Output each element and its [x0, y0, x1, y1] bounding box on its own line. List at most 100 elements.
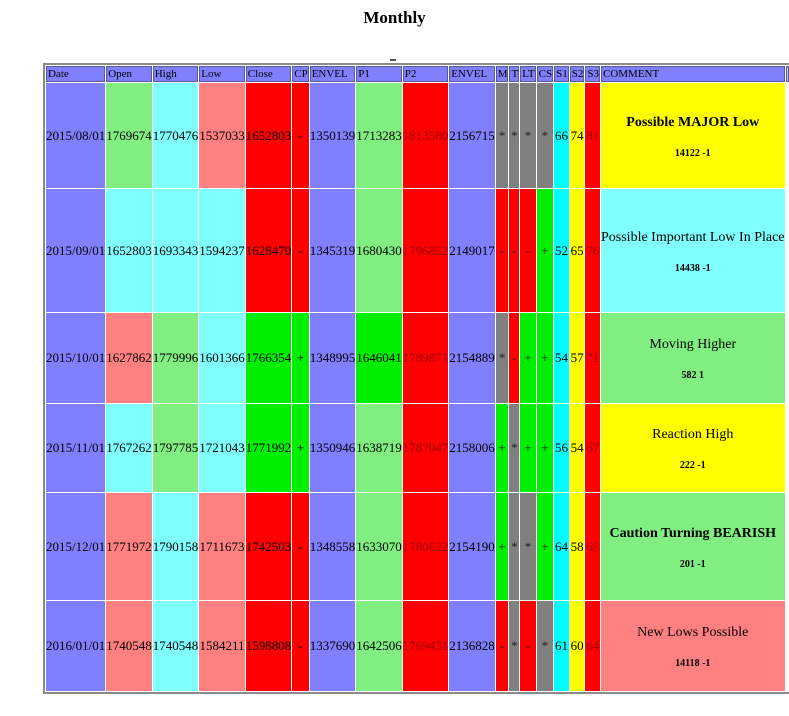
- s3-cell: 81: [585, 83, 600, 188]
- close-cell: 1652803: [245, 83, 292, 188]
- header-s2: S2: [569, 66, 585, 82]
- cp-cell: +: [292, 313, 309, 403]
- scrollbar-spacer: [785, 189, 789, 312]
- s1-cell: 52: [554, 189, 569, 312]
- s1-cell: 64: [554, 493, 569, 600]
- p1-cell: 1633070: [356, 493, 402, 600]
- s2-cell: 54: [569, 404, 585, 492]
- s3-cell: 67: [585, 404, 600, 492]
- low-cell: 1721043: [199, 404, 245, 492]
- lt-cell: -: [520, 601, 536, 691]
- p1-cell: 1638719: [356, 404, 402, 492]
- s2-cell: 60: [569, 601, 585, 691]
- lt-cell: *: [520, 493, 536, 600]
- cp-cell: -: [292, 601, 309, 691]
- header-p2: P2: [402, 66, 449, 82]
- cs-cell: +: [536, 189, 554, 312]
- p2-cell: 1789871: [402, 313, 449, 403]
- cp-cell: -: [292, 83, 309, 188]
- envel-cell: 1350946: [309, 404, 356, 492]
- envel-cell: 1337690: [309, 601, 356, 691]
- p2-cell: 1769431: [402, 601, 449, 691]
- table-row: 2015/10/01 1627862 1779996 1601366 1766354 +1…: [46, 313, 789, 403]
- s3-cell: 64: [585, 601, 600, 691]
- m-cell: *: [495, 83, 509, 188]
- comment-text: Moving Higher: [649, 337, 737, 352]
- comment-text: Possible MAJOR Low: [626, 114, 760, 130]
- scrollbar-spacer: [785, 404, 789, 492]
- open-cell: 1740548: [106, 601, 152, 691]
- s1-cell: 66: [554, 83, 569, 188]
- header-s3: S3: [585, 66, 600, 82]
- cs-cell: *: [536, 83, 554, 188]
- close-cell: 1742503: [245, 493, 292, 600]
- header-s1: S1: [554, 66, 569, 82]
- s2-cell: 57: [569, 313, 585, 403]
- table-row: 2015/11/01 1767262 1797785 1721043 1771992 +1…: [46, 404, 789, 492]
- s3-cell: 71: [585, 313, 600, 403]
- envel-cell: 2154190: [449, 493, 495, 600]
- cs-cell: +: [536, 313, 554, 403]
- comment-cell: Possible MAJOR Low 14122 -1: [601, 83, 785, 188]
- close-cell: 1766354: [245, 313, 292, 403]
- comment-text: Possible Important Low In Place: [601, 229, 785, 245]
- m-cell: -: [495, 189, 509, 312]
- s3-cell: 76: [585, 189, 600, 312]
- high-cell: 1797785: [152, 404, 199, 492]
- s2-cell: 74: [569, 83, 585, 188]
- s3-cell: 65: [585, 493, 600, 600]
- t-cell: *: [509, 493, 520, 600]
- page-title: Monthly: [363, 8, 426, 27]
- header-comment: COMMENT: [601, 66, 785, 82]
- cs-cell: +: [536, 493, 554, 600]
- table-row: 2015/09/01 1652803 1693343 1594237 1628470-1…: [46, 189, 789, 312]
- scrollbar-spacer: [785, 493, 789, 600]
- scrollbar[interactable]: [785, 66, 789, 82]
- p1-cell: 1642506: [356, 601, 402, 691]
- divider-mark: [390, 59, 396, 61]
- s1-cell: 61: [554, 601, 569, 691]
- cs-cell: +: [536, 404, 554, 492]
- low-cell: 1584211: [199, 601, 245, 691]
- comment-number: 14438 -1: [674, 262, 711, 274]
- table-row: 2015/12/01 1771972 1790158 1711673 1742503-1…: [46, 493, 789, 600]
- s1-cell: 56: [554, 404, 569, 492]
- envel-cell: 2149017: [449, 189, 495, 312]
- header-close: Close: [245, 66, 292, 82]
- header-m: M: [495, 66, 509, 82]
- open-cell: 1769674: [106, 83, 152, 188]
- header-envel: ENVEL: [309, 66, 356, 82]
- envel-cell: 1345319: [309, 189, 356, 312]
- scrollbar-spacer: [785, 601, 789, 691]
- envel-cell: 1350139: [309, 83, 356, 188]
- envel-cell: 2156715: [449, 83, 495, 188]
- m-cell: -: [495, 601, 509, 691]
- cs-cell: *: [536, 601, 554, 691]
- monthly-table: Date Open High Low Close CP ENVEL P1 P2 ENVEL M T LT…: [43, 63, 789, 694]
- cp-cell: -: [292, 493, 309, 600]
- m-cell: *: [495, 313, 509, 403]
- table-row: 2015/08/01 1769674 1770476 1537033 1652803-1…: [46, 83, 789, 188]
- header-row: Date Open High Low Close CP ENVEL P1 P2 ENVEL M T LT…: [46, 66, 789, 82]
- header-low: Low: [199, 66, 245, 82]
- comment-text: New Lows Possible: [637, 625, 749, 640]
- date-cell: 2015/10/01: [46, 313, 106, 403]
- low-cell: 1537033: [199, 83, 245, 188]
- date-cell: 2015/08/01: [46, 83, 106, 188]
- p2-cell: 1787047: [402, 404, 449, 492]
- p1-cell: 1646041: [356, 313, 402, 403]
- lt-cell: +: [520, 404, 536, 492]
- header-envel: ENVEL: [449, 66, 495, 82]
- header-t: T: [509, 66, 520, 82]
- close-cell: 1628470: [245, 189, 292, 312]
- open-cell: 1771972: [106, 493, 152, 600]
- m-cell: +: [495, 493, 509, 600]
- table-row: 2016/01/01 1740548 1740548 1584211 1598808-1…: [46, 601, 789, 691]
- p2-cell: 1813580: [402, 83, 449, 188]
- comment-number: 222 -1: [679, 460, 706, 471]
- high-cell: 1693343: [152, 189, 199, 312]
- cp-cell: +: [292, 404, 309, 492]
- envel-cell: 1348558: [309, 493, 356, 600]
- open-cell: 1652803: [106, 189, 152, 312]
- header-lt: LT: [520, 66, 536, 82]
